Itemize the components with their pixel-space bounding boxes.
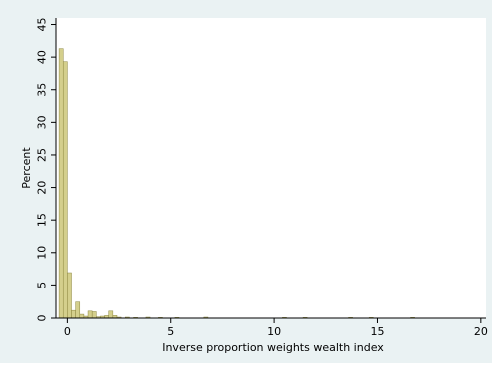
plot-area (56, 18, 486, 318)
x-tick-label-4: 20 (474, 325, 488, 338)
y-tick-label-2: 10 (36, 246, 49, 260)
histogram-bar-8 (91, 311, 97, 319)
histogram-bar-2 (67, 272, 72, 319)
histogram-bar-5 (79, 313, 85, 319)
y-tick-label-6: 30 (36, 115, 49, 129)
histogram-bar-12 (108, 310, 114, 319)
y-tick-label-3: 15 (36, 213, 49, 227)
y-tick-label-7: 35 (36, 83, 49, 97)
histogram-bar-7 (87, 310, 93, 319)
x-tick-label-3: 15 (370, 325, 384, 338)
y-tick-label-1: 5 (36, 282, 49, 289)
y-axis-label: Percent (20, 147, 33, 189)
y-tick-label-9: 45 (36, 18, 49, 32)
x-tick-label-1: 5 (167, 325, 174, 338)
y-tick-label-8: 40 (36, 50, 49, 64)
y-ticks-group: 0 5 10 15 20 25 30 35 40 45 (36, 18, 56, 322)
x-tick-label-0: 0 (64, 325, 71, 338)
y-tick-label-0: 0 (36, 315, 49, 322)
y-tick-label-4: 20 (36, 181, 49, 195)
x-axis-label: Inverse proportion weights wealth index (162, 341, 384, 354)
histogram-bar-1 (62, 61, 68, 319)
y-tick-label-5: 25 (36, 148, 49, 162)
bars-group (58, 48, 415, 319)
histogram-bar-0 (58, 48, 64, 319)
histogram-bar-4 (75, 301, 81, 319)
x-ticks-group: 0 5 10 15 20 (64, 318, 488, 338)
x-tick-label-2: 10 (267, 325, 281, 338)
histogram-bar-3 (71, 309, 76, 319)
